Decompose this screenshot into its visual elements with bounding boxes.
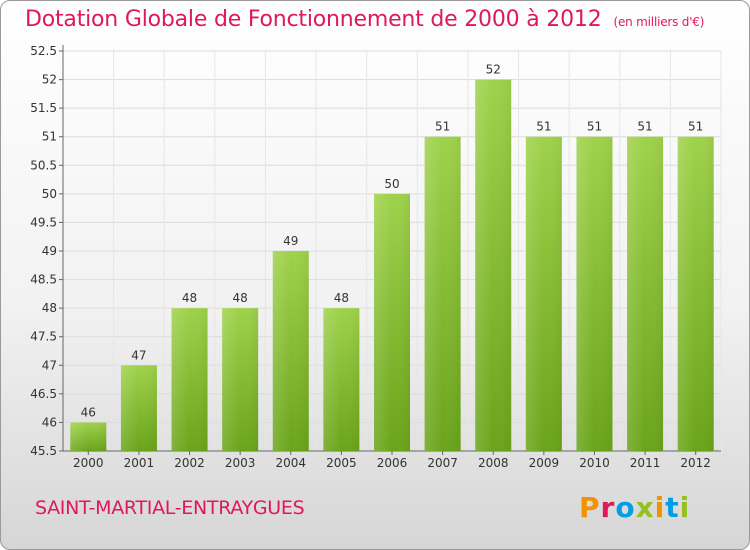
bar-shine-2010 xyxy=(576,136,613,451)
bar-shine-2005 xyxy=(323,308,360,451)
data-label-2000: 46 xyxy=(81,405,96,419)
logo-letter: o xyxy=(615,491,636,524)
logo-letter: x xyxy=(635,491,655,524)
y-tick-label: 49.5 xyxy=(30,215,57,229)
bar-shine-2000 xyxy=(70,422,107,451)
y-tick-label: 47 xyxy=(42,358,57,372)
x-tick-label-2008: 2008 xyxy=(478,456,509,470)
data-label-2010: 51 xyxy=(587,120,602,134)
y-tick-label: 49 xyxy=(42,244,57,258)
axes: 45.5 46 46.5 47 47.5 48 48.5 49 49.5 50 50.5 51 51.5… xyxy=(30,44,721,470)
y-tick-label: 52.5 xyxy=(30,44,57,58)
data-label-2011: 51 xyxy=(637,120,652,134)
x-tick-label-2011: 2011 xyxy=(630,456,661,470)
data-label-2006: 50 xyxy=(384,177,399,191)
y-tick-label: 51.5 xyxy=(30,101,57,115)
x-tick-label-2005: 2005 xyxy=(326,456,357,470)
bar-shine-2001 xyxy=(120,365,157,451)
x-tick-label-2000: 2000 xyxy=(73,456,104,470)
data-labels: 46 47 48 48 49 48 50 51 52 51 51 51 51 xyxy=(81,63,704,420)
logo-letter: i xyxy=(679,491,691,524)
chart-unit: (en milliers d'€) xyxy=(613,15,705,29)
x-tick-label-2012: 2012 xyxy=(680,456,711,470)
logo-letter: r xyxy=(600,491,616,524)
bar-shine-2012 xyxy=(677,136,714,451)
y-tick-label: 48 xyxy=(42,301,57,315)
x-tick-label-2010: 2010 xyxy=(579,456,610,470)
x-tick-label-2001: 2001 xyxy=(124,456,155,470)
y-tick-label: 50 xyxy=(42,187,57,201)
y-tick-label: 51 xyxy=(42,130,57,144)
x-tick-label-2009: 2009 xyxy=(529,456,560,470)
bar-shine-2002 xyxy=(171,308,208,451)
y-tick-label: 50.5 xyxy=(30,158,57,172)
bar-shine-2004 xyxy=(272,251,309,451)
y-tick-label: 46.5 xyxy=(30,387,57,401)
data-label-2002: 48 xyxy=(182,291,197,305)
data-label-2008: 52 xyxy=(486,63,501,77)
logo-letter: P xyxy=(579,491,601,524)
bar-shine-2008 xyxy=(475,79,512,452)
data-label-2004: 49 xyxy=(283,234,298,248)
logo-letter: i xyxy=(654,491,666,524)
x-tick-label-2004: 2004 xyxy=(275,456,306,470)
bar-shine-2011 xyxy=(627,136,664,451)
bars xyxy=(70,79,714,452)
logo-letter: t xyxy=(665,491,680,524)
x-tick-label-2003: 2003 xyxy=(225,456,256,470)
y-tick-label: 47.5 xyxy=(30,330,57,344)
y-tick-label: 46 xyxy=(42,415,57,429)
y-tick-label: 45.5 xyxy=(30,444,57,458)
data-label-2003: 48 xyxy=(233,291,248,305)
chart-title: Dotation Globale de Fonctionnement de 20… xyxy=(25,7,704,32)
bar-shine-2007 xyxy=(424,136,461,451)
bar-shine-2003 xyxy=(222,308,259,451)
bar-shine-2006 xyxy=(374,193,410,451)
data-label-2012: 51 xyxy=(688,120,703,134)
x-tick-label-2007: 2007 xyxy=(427,456,458,470)
x-tick-label-2002: 2002 xyxy=(174,456,205,470)
data-label-2007: 51 xyxy=(435,120,450,134)
data-label-2005: 48 xyxy=(334,291,349,305)
proxiti-logo: Proxiti xyxy=(579,491,690,524)
commune-name: SAINT-MARTIAL-ENTRAYGUES xyxy=(35,497,305,519)
data-label-2001: 47 xyxy=(131,348,146,362)
chart-title-text: Dotation Globale de Fonctionnement de 20… xyxy=(25,7,602,32)
data-label-2009: 51 xyxy=(536,120,551,134)
bar-shine-2009 xyxy=(525,136,562,451)
y-tick-label: 48.5 xyxy=(30,273,57,287)
x-tick-label-2006: 2006 xyxy=(377,456,408,470)
y-tick-label: 52 xyxy=(42,73,57,87)
